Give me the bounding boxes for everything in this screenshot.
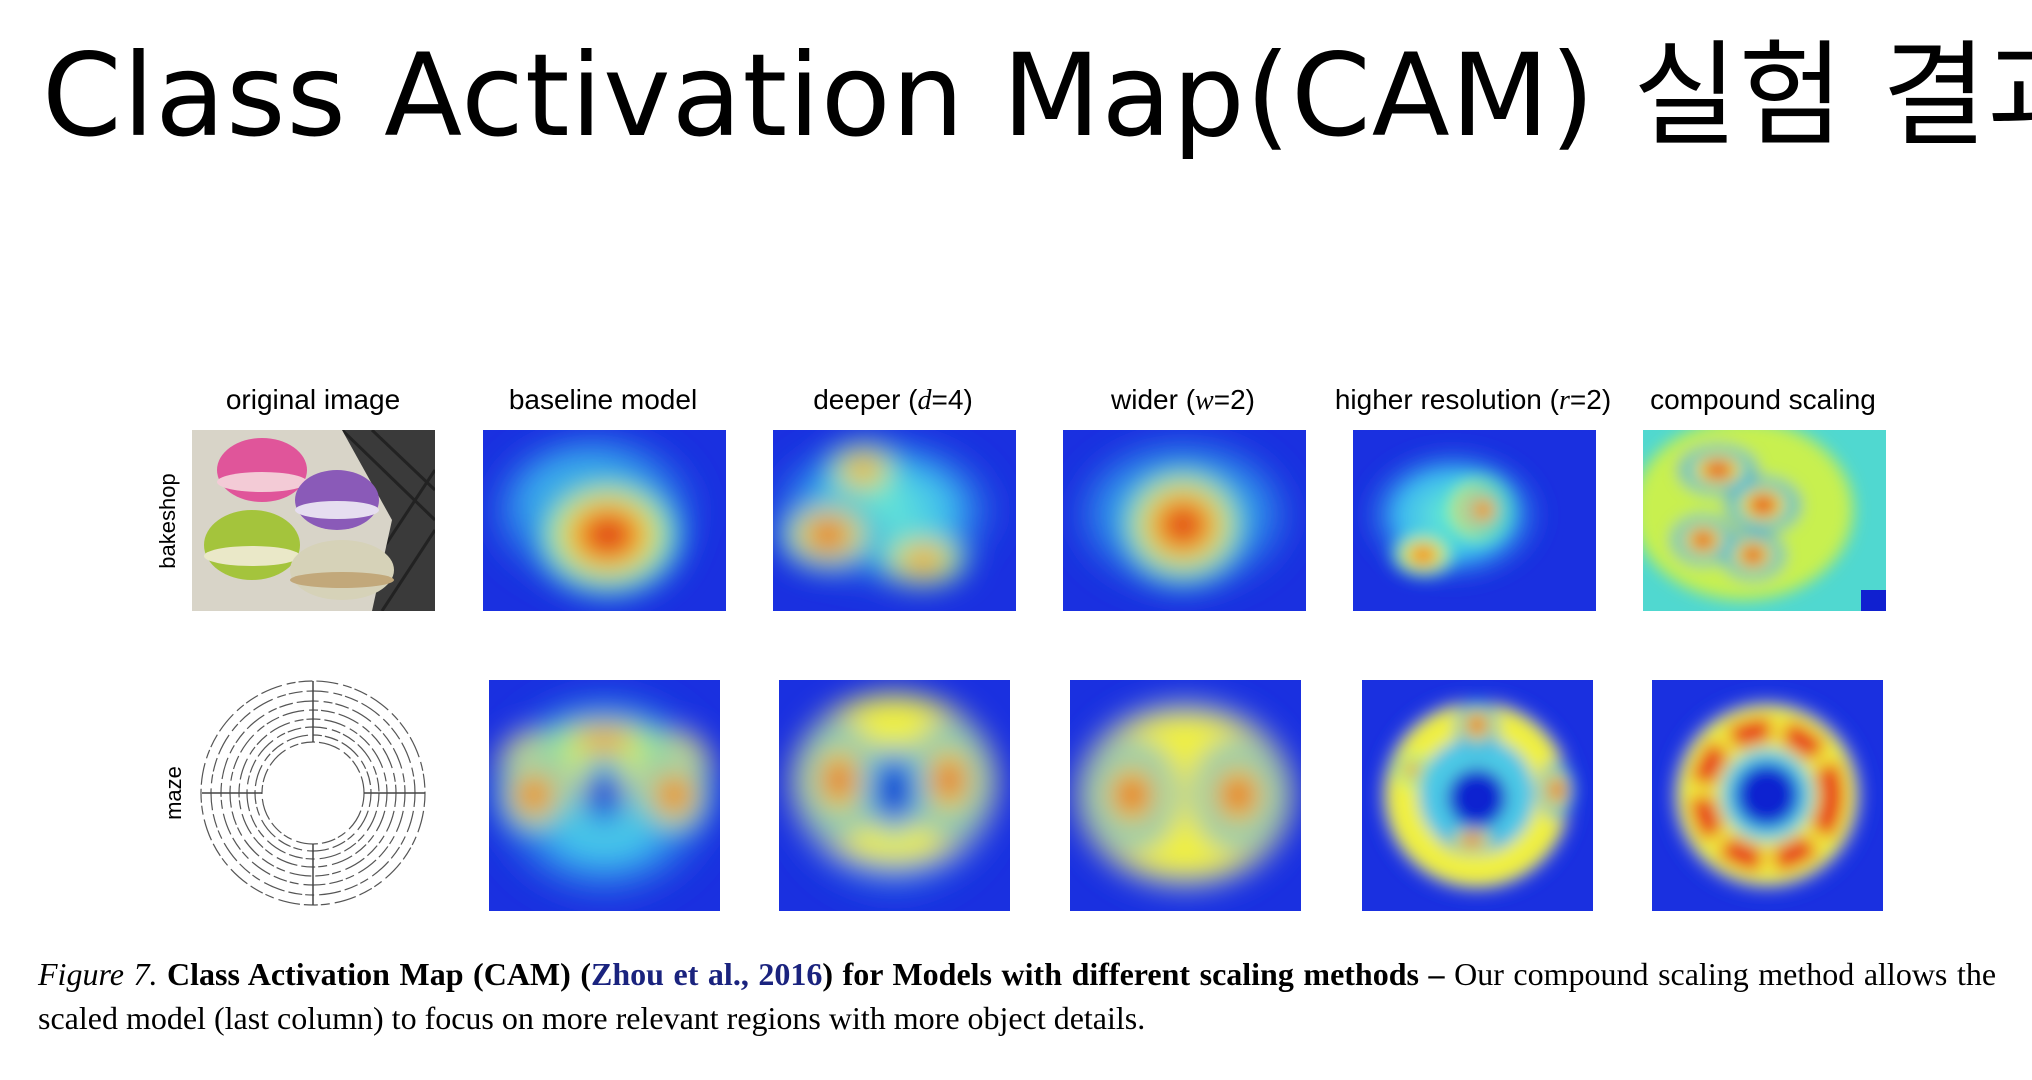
column-header-wider: wider (w=2) — [1111, 384, 1255, 416]
citation-link[interactable]: Zhou et al., 2016 — [591, 956, 823, 992]
cam-maze-deeper — [779, 680, 1010, 911]
figure-caption: Figure 7. Class Activation Map (CAM) (Zh… — [38, 952, 1996, 1040]
caption-title-rest: ) for Models with different scaling meth… — [822, 956, 1445, 992]
figure-label: Figure 7. — [38, 956, 158, 992]
cam-bakeshop-compound-scaling — [1643, 430, 1886, 611]
row-label-bakeshop: bakeshop — [155, 473, 180, 569]
cam-bakeshop-deeper — [773, 430, 1016, 611]
cam-maze-wider — [1070, 680, 1301, 911]
column-header-deeper: deeper (d=4) — [813, 384, 973, 416]
original-image-bakeshop — [192, 430, 435, 611]
cam-maze-baseline — [489, 680, 720, 911]
column-header-baseline: baseline model — [508, 384, 698, 415]
row-label-maze: maze — [161, 766, 186, 820]
cam-maze-compound-scaling — [1652, 680, 1883, 911]
column-header-higher-resolution: higher resolution (r=2) — [1334, 384, 1612, 416]
column-header-original: original image — [225, 384, 401, 415]
cam-maze-higher-resolution — [1362, 680, 1593, 911]
original-image-maze — [192, 678, 435, 908]
cam-bakeshop-wider — [1063, 430, 1306, 611]
caption-body: Our compound scaling method allows the s… — [38, 956, 1997, 1036]
caption-title: Class Activation Map (CAM) ( — [167, 956, 592, 992]
cam-bakeshop-higher-resolution — [1353, 430, 1596, 611]
slide-title: Class Activation Map(CAM) 실험 결과 — [42, 29, 2032, 162]
column-header-compound-scaling: compound scaling — [1650, 384, 1876, 415]
cam-bakeshop-baseline — [483, 430, 726, 611]
